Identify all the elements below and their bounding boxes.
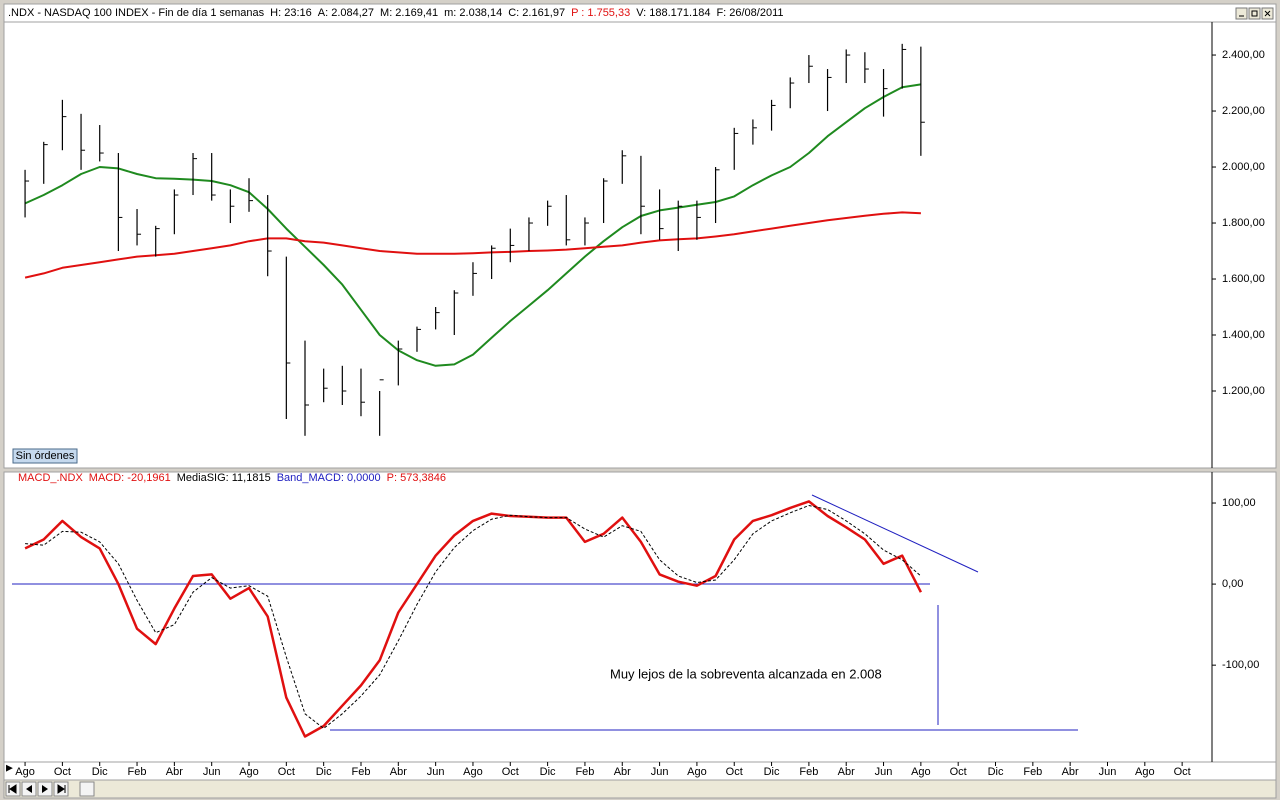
legend: MediaSIG: 11,1815 <box>177 472 271 484</box>
icon <box>1251 10 1258 17</box>
x-tick-label: Feb <box>352 766 371 778</box>
macd-header: MACD_.NDX MACD: -20,1961 MediaSIG: 11,1815… <box>18 472 446 484</box>
x-tick-label: Feb <box>799 766 818 778</box>
field: A: 2.084,27 <box>318 7 374 19</box>
x-tick-label: Abr <box>1062 766 1079 778</box>
scroll-track[interactable] <box>3 779 1277 799</box>
macd-panel <box>3 471 1277 763</box>
icon <box>42 785 48 793</box>
minimize-button[interactable] <box>1235 7 1248 20</box>
y-tick-label: 1.600,00 <box>1222 273 1265 285</box>
indicator-line <box>24 500 923 738</box>
pointer: ▶ <box>6 762 13 772</box>
indicator-line <box>24 83 922 367</box>
legend: MACD_.NDX <box>18 472 83 484</box>
x-tick-label: Dic <box>316 766 332 778</box>
y-tick-label: -100,00 <box>1222 659 1259 671</box>
x-tick-label: Oct <box>502 766 519 778</box>
field: C: 2.161,97 <box>508 7 565 19</box>
x-tick-label: Abr <box>166 766 183 778</box>
legend: P: 573,3846 <box>387 472 446 484</box>
price-panel <box>3 21 1277 469</box>
x-tick-label: Dic <box>540 766 556 778</box>
x-tick-label: Abr <box>390 766 407 778</box>
x-tick-label: Ago <box>239 766 259 778</box>
symbol: .NDX - NASDAQ 100 INDEX - Fin de día 1 s… <box>8 7 265 19</box>
button-label[interactable]: Sin órdenes <box>16 450 75 462</box>
field: M: 2.169,41 <box>380 7 438 19</box>
x-tick-label: Ago <box>687 766 707 778</box>
field: m: 2.038,14 <box>444 7 502 19</box>
x-tick-label: Feb <box>1023 766 1042 778</box>
x-tick-label: Dic <box>92 766 108 778</box>
y-tick-label: 1.200,00 <box>1222 385 1265 397</box>
x-tick-label: Ago <box>1135 766 1155 778</box>
x-tick-label: Oct <box>726 766 743 778</box>
y-tick-label: 2.000,00 <box>1222 161 1265 173</box>
window-buttons[interactable] <box>1235 7 1274 20</box>
y-tick-label: 1.400,00 <box>1222 329 1265 341</box>
x-tick-label: Jun <box>427 766 445 778</box>
x-tick-label: Ago <box>15 766 35 778</box>
x-tick-label: Feb <box>128 766 147 778</box>
x-tick-label: Jun <box>1099 766 1117 778</box>
field: V: 188.171.184 <box>636 7 710 19</box>
scrollbar[interactable] <box>3 779 1277 799</box>
x-tick-label: Ago <box>463 766 483 778</box>
x-tick-label: Abr <box>614 766 631 778</box>
icon <box>26 785 32 793</box>
button-box[interactable] <box>12 448 78 464</box>
x-tick-label: Feb <box>575 766 594 778</box>
indicator-line <box>24 211 921 279</box>
x-tick-label: Oct <box>54 766 71 778</box>
y-tick-label: 2.200,00 <box>1222 105 1265 117</box>
field: F: 26/08/2011 <box>716 7 783 19</box>
x-tick-label: Jun <box>875 766 893 778</box>
icon <box>57 784 66 794</box>
maximize-button[interactable] <box>1248 7 1261 20</box>
x-tick-label: Oct <box>950 766 967 778</box>
field: H: 23:16 <box>270 7 312 19</box>
y-tick-label: 100,00 <box>1222 497 1256 509</box>
x-tick-label: Abr <box>838 766 855 778</box>
x-tick-label: Oct <box>278 766 295 778</box>
legend: Band_MACD: 0,0000 <box>277 472 381 484</box>
annotation: Muy lejos de la sobreventa alcanzada en … <box>610 666 882 681</box>
x-tick-label: Jun <box>203 766 221 778</box>
x-axis-strip <box>3 761 1277 781</box>
x-tick-label: Oct <box>1174 766 1191 778</box>
legend: MACD: -20,1961 <box>89 472 171 484</box>
x-tick-label: Jun <box>651 766 669 778</box>
icon <box>8 784 17 794</box>
y-tick-label: 1.800,00 <box>1222 217 1265 229</box>
field: P : 1.755,33 <box>571 7 630 19</box>
header: .NDX - NASDAQ 100 INDEX - Fin de día 1 s… <box>8 7 784 19</box>
x-tick-label: Dic <box>764 766 780 778</box>
sin-ordenes-button[interactable]: Sin órdenes <box>12 448 78 464</box>
y-tick-label: 0,00 <box>1222 578 1243 590</box>
x-tick-label: Ago <box>911 766 931 778</box>
x-tick-label: Dic <box>988 766 1004 778</box>
scroll-thumb[interactable] <box>79 781 95 797</box>
icon <box>1264 10 1271 17</box>
trend-line <box>811 494 979 573</box>
y-tick-label: 2.400,00 <box>1222 49 1265 61</box>
